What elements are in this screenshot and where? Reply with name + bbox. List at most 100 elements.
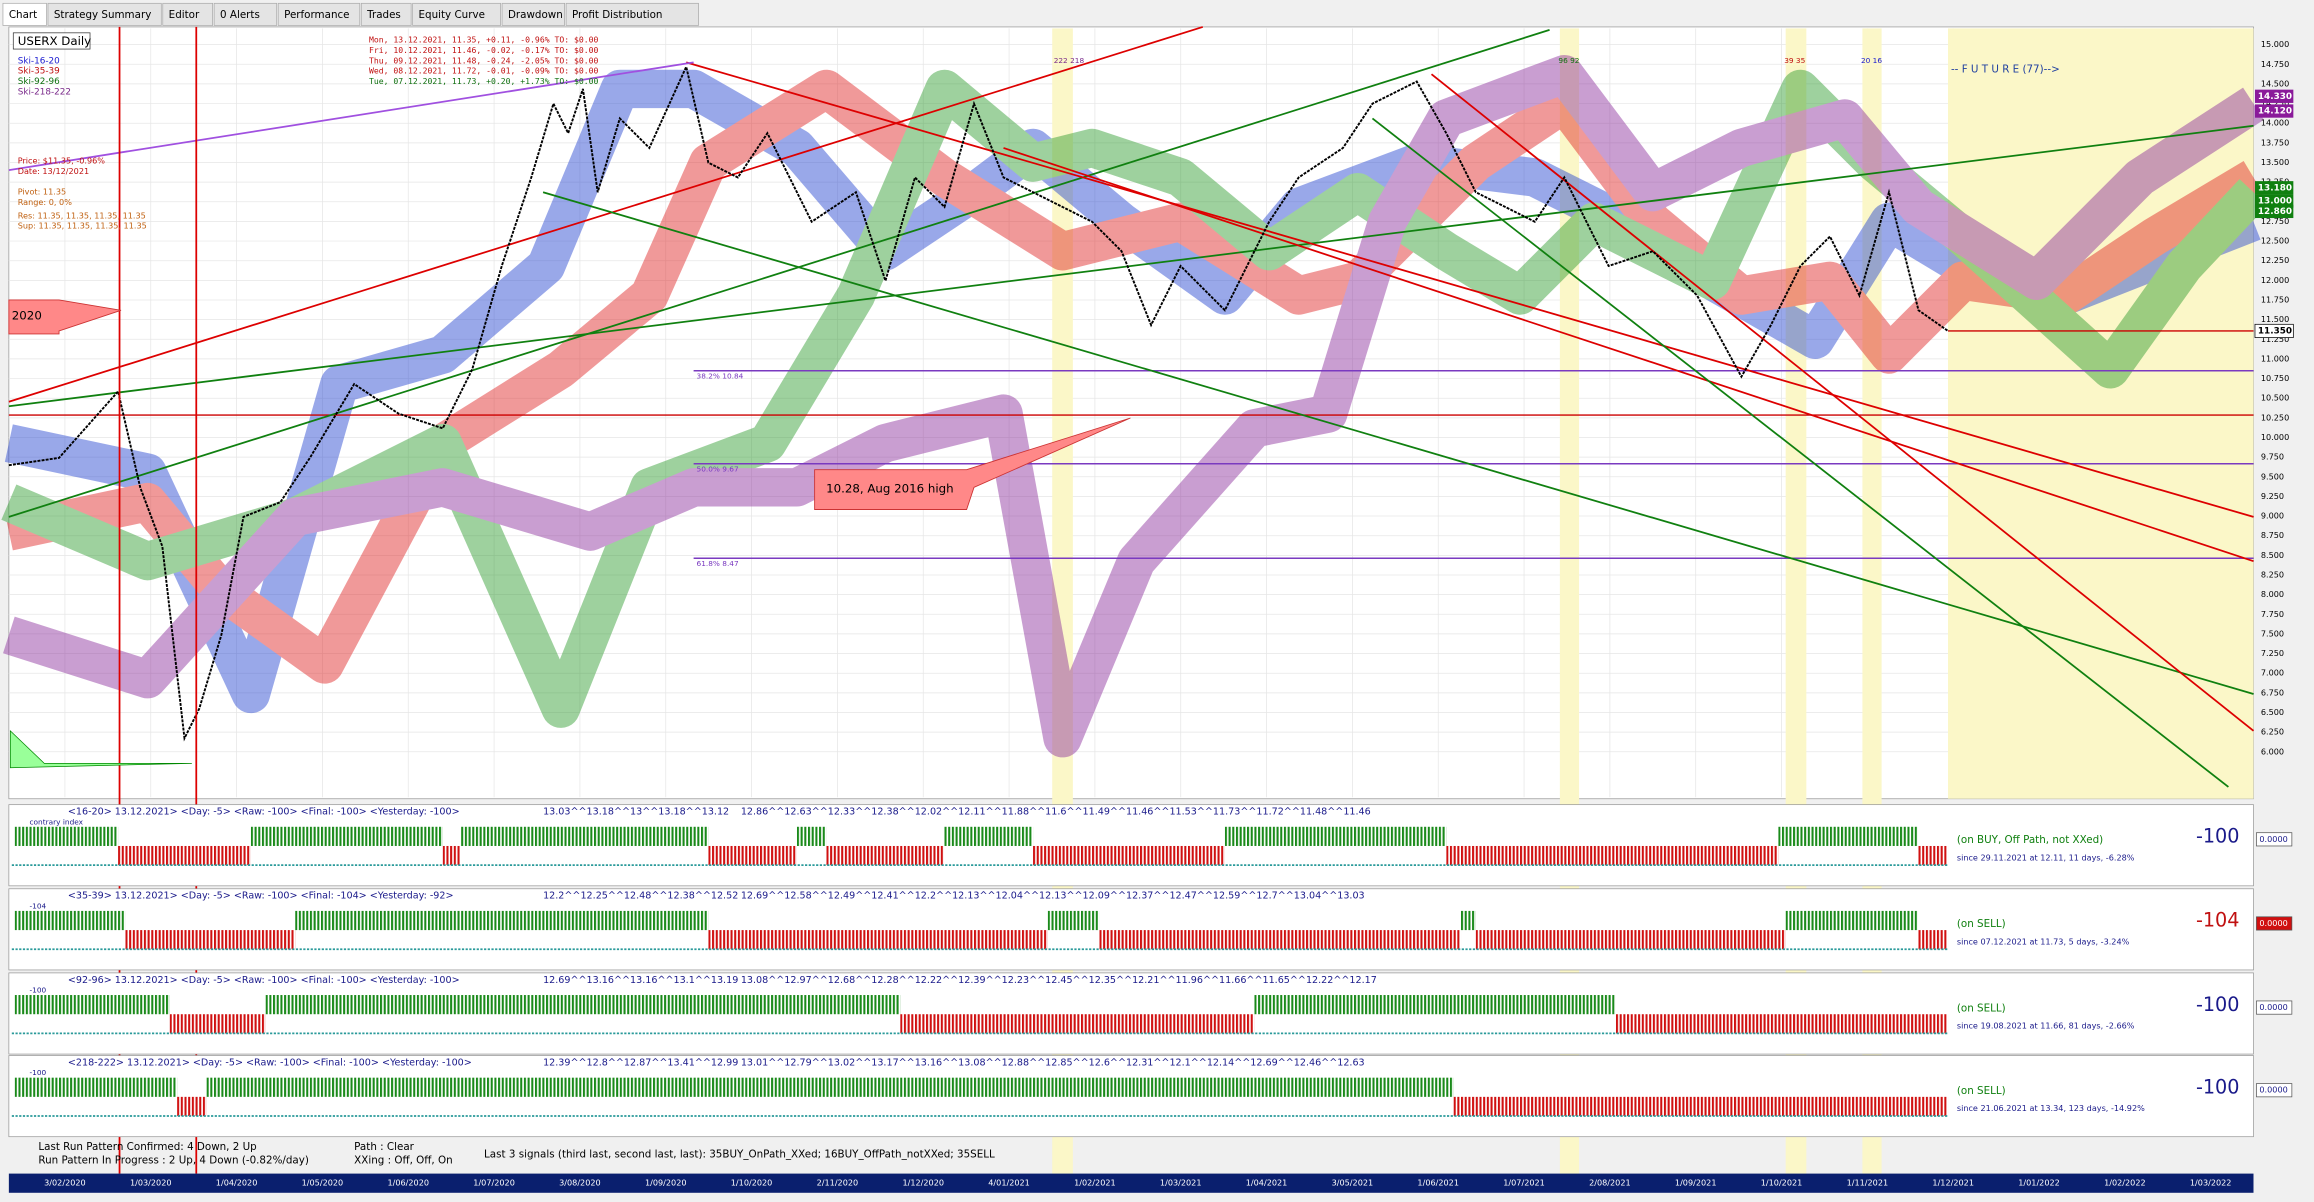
tab-label: Equity Curve bbox=[419, 9, 485, 21]
trend-line bbox=[8, 26, 1204, 403]
highlight bbox=[1862, 28, 1882, 1174]
histogram-up bbox=[295, 910, 709, 931]
price-tick: 6.500 bbox=[2261, 707, 2284, 717]
tab-bg bbox=[565, 2, 699, 26]
price-tick: 12.750 bbox=[2261, 216, 2289, 226]
tab[interactable]: Trades bbox=[360, 2, 412, 26]
price-tick: 9.250 bbox=[2261, 491, 2284, 501]
trend-line bbox=[542, 191, 2254, 695]
date-label: 1/10/2021 bbox=[1761, 1178, 1803, 1188]
marker-flag bbox=[9, 730, 192, 769]
price-tick: 6.250 bbox=[2261, 727, 2284, 737]
panel-header: <16-20> 13.12.2021> <Day: -5> <Raw: -100… bbox=[68, 807, 460, 818]
date-label: 1/04/2021 bbox=[1246, 1178, 1288, 1188]
info: Date: 13/12/2021 bbox=[18, 166, 89, 176]
tab[interactable]: Chart bbox=[2, 2, 47, 26]
panel-state: (on BUY, Off Path, not XXed) bbox=[1957, 834, 2103, 846]
histogram-up bbox=[265, 995, 901, 1015]
callout bbox=[814, 417, 1131, 510]
tab[interactable]: Equity Curve bbox=[412, 2, 501, 26]
histogram-down bbox=[177, 1096, 207, 1117]
status-text: Path : Clear bbox=[354, 1141, 414, 1153]
price-tag-label: 13.180 bbox=[2258, 183, 2292, 193]
tab[interactable]: Editor bbox=[162, 2, 214, 26]
histogram-down bbox=[1099, 930, 1462, 950]
date-label: 1/02/2021 bbox=[1074, 1178, 1116, 1188]
panel-score: -104 bbox=[2196, 909, 2240, 932]
price-tick: 10.750 bbox=[2261, 373, 2289, 383]
histogram-down bbox=[1615, 1014, 1949, 1034]
price-tag-label: 13.000 bbox=[2258, 197, 2292, 207]
tab-bg bbox=[213, 2, 278, 26]
price-tag bbox=[2254, 204, 2294, 219]
trend-line bbox=[685, 61, 2254, 518]
price-tick: 14.500 bbox=[2261, 78, 2289, 88]
price-tick: 7.250 bbox=[2261, 648, 2284, 658]
tab-label: Editor bbox=[169, 9, 200, 21]
date-label: 1/12/2020 bbox=[902, 1178, 944, 1188]
future-label: -- F U T U R E (77)--> bbox=[1951, 64, 2060, 76]
price-tick: 15.000 bbox=[2261, 39, 2289, 49]
tab-bg bbox=[162, 2, 214, 26]
panel-score: -100 bbox=[2196, 1076, 2240, 1099]
price-tick: 14.000 bbox=[2261, 118, 2289, 128]
price-tick: 8.500 bbox=[2261, 550, 2284, 560]
legend-entry: Ski-35-39 bbox=[18, 67, 60, 77]
price-tick: 8.000 bbox=[2261, 589, 2284, 599]
date-label: 1/01/2022 bbox=[2018, 1178, 2060, 1188]
trend-line bbox=[8, 124, 2254, 408]
panel-info-bg bbox=[1949, 974, 2253, 1053]
date-axis: 3/02/2020 1/03/2020 1/04/2020 1/05/2020 1/06… bbox=[44, 1178, 2231, 1188]
panel-since: since 21.06.2021 at 13.34, 123 days, -14… bbox=[1957, 1103, 2145, 1113]
tab-label: Trades bbox=[366, 9, 401, 21]
legend-entry: Ski-92-96 bbox=[18, 77, 60, 87]
price-tick: 13.750 bbox=[2261, 137, 2289, 147]
price-tick: 12.500 bbox=[2261, 236, 2289, 246]
tab[interactable]: Drawdown bbox=[501, 2, 565, 26]
histogram-down bbox=[442, 845, 461, 866]
tab-label: Chart bbox=[9, 9, 37, 21]
panel: <218-222> 13.12.2021> <Day: -5> <Raw: -1… bbox=[8, 1055, 2293, 1138]
histogram-up bbox=[1778, 826, 1919, 846]
info: Res: 11.35, 11.35, 11.35, 11.35 bbox=[18, 210, 146, 220]
callout-text: 10.28, Aug 2016 high bbox=[826, 481, 954, 495]
tab-bg bbox=[412, 2, 501, 26]
year-callout bbox=[8, 299, 122, 335]
trend-lines bbox=[8, 26, 2255, 788]
band bbox=[1, 69, 2268, 728]
tab[interactable]: Profit Distribution bbox=[565, 2, 699, 26]
panel-since: since 19.08.2021 at 11.66, 81 days, -2.6… bbox=[1957, 1021, 2135, 1031]
date-label: 1/07/2020 bbox=[473, 1178, 515, 1188]
histogram-down bbox=[1918, 845, 1949, 866]
trend-line bbox=[1371, 117, 2229, 788]
price-tick: 11.500 bbox=[2261, 314, 2289, 324]
histogram-up bbox=[206, 1077, 1454, 1097]
price-tag bbox=[2254, 323, 2294, 338]
tab-bg bbox=[501, 2, 565, 26]
panel-since: since 07.12.2021 at 11.73, 5 days, -3.24… bbox=[1957, 936, 2130, 946]
histogram-down bbox=[826, 845, 945, 866]
panel-score: -100 bbox=[2196, 825, 2240, 848]
histogram-up bbox=[1785, 910, 1919, 931]
price-tick: 12.250 bbox=[2261, 255, 2289, 265]
tab[interactable]: 0 Alerts bbox=[213, 2, 278, 26]
ohlc-row: Wed, 08.12.2021, 11.72, -0.01, -0.09% TO… bbox=[369, 66, 599, 76]
tab-bg bbox=[47, 2, 162, 26]
levels bbox=[8, 330, 2254, 559]
histogram-up bbox=[1047, 910, 1100, 931]
panel-state: (on SELL) bbox=[1957, 1085, 2006, 1097]
info: Sup: 11.35, 11.35, 11.35, 11.35 bbox=[18, 221, 147, 231]
price-tick: 10.250 bbox=[2261, 412, 2289, 422]
tab[interactable]: Performance bbox=[277, 2, 361, 26]
ohlc-info: Mon, 13.12.2021, 11.35, +0.11, -0.96% TO… bbox=[369, 35, 599, 86]
legend-entry: Ski-16-20 bbox=[18, 56, 60, 66]
histogram-down bbox=[1475, 930, 1786, 950]
status: Last Run Pattern Confirmed: 4 Down, 2 Up… bbox=[38, 1141, 995, 1166]
panel-value-box bbox=[2256, 1000, 2293, 1015]
tab[interactable]: Strategy Summary bbox=[47, 2, 162, 26]
date-label: 1/09/2021 bbox=[1675, 1178, 1717, 1188]
info: Range: 0, 0% bbox=[18, 197, 72, 207]
price-tick: 10.000 bbox=[2261, 432, 2289, 442]
panel-levels: 12.2^^12.25^^12.48^^12.38^^12.52 bbox=[543, 891, 738, 902]
price-tick: 10.500 bbox=[2261, 393, 2289, 403]
